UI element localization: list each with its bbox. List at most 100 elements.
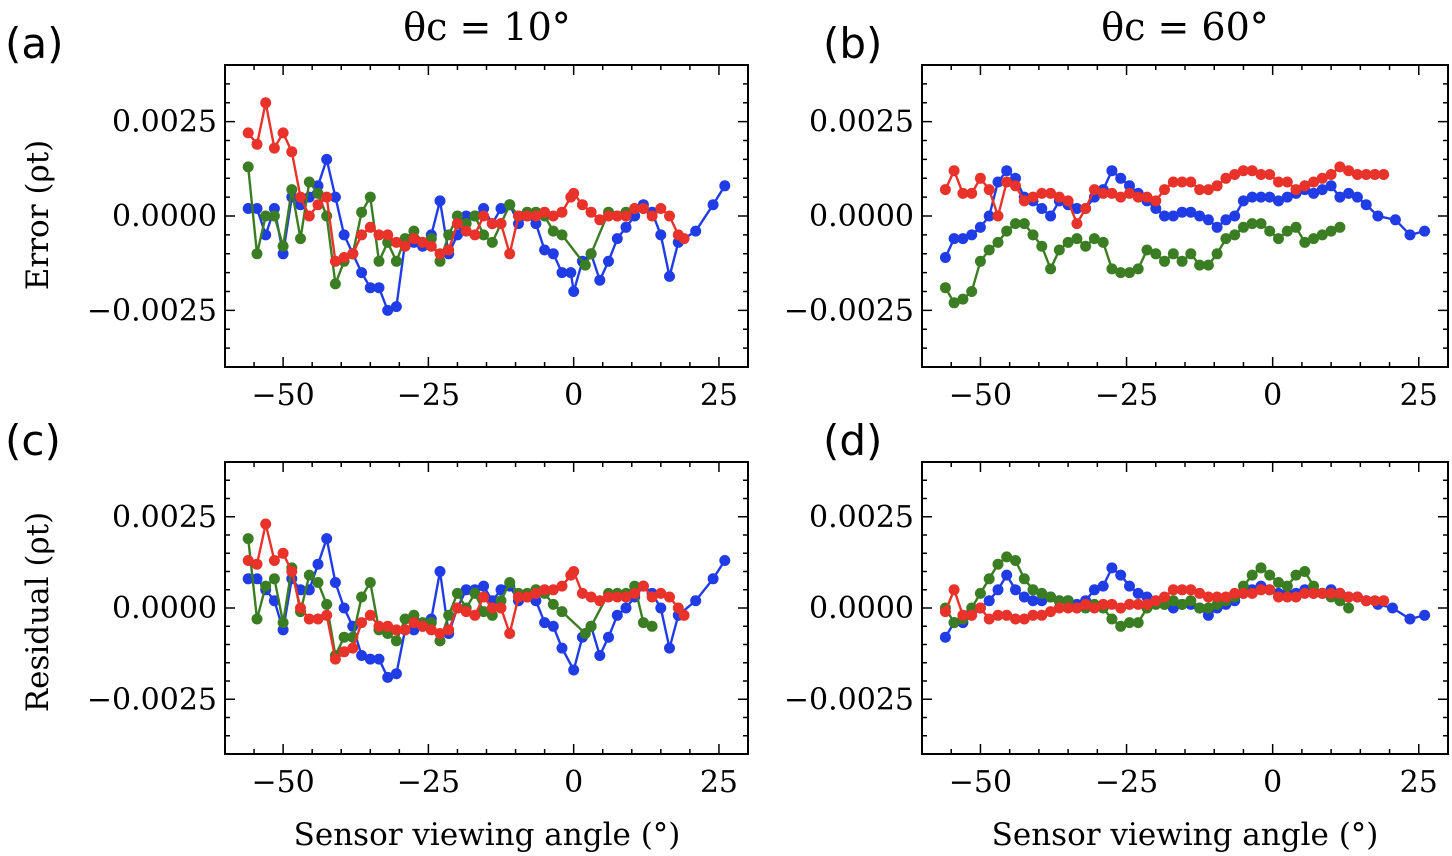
data-point-red bbox=[1378, 169, 1390, 180]
data-point-red bbox=[646, 591, 658, 603]
data-point-blue bbox=[565, 267, 577, 279]
data-point-red bbox=[603, 591, 614, 603]
x-tick-label: 0 bbox=[1263, 765, 1282, 800]
data-point-blue bbox=[1351, 191, 1363, 203]
data-point-red bbox=[504, 248, 516, 260]
data-point-red bbox=[1237, 587, 1249, 599]
data-point-green bbox=[1264, 569, 1276, 581]
data-point-blue bbox=[321, 533, 333, 545]
data-point-blue bbox=[1001, 569, 1013, 581]
data-point-red bbox=[513, 591, 524, 603]
data-point-red bbox=[338, 252, 350, 263]
data-point-red bbox=[321, 191, 333, 203]
data-point-red bbox=[1308, 587, 1320, 599]
data-point-blue bbox=[620, 602, 632, 614]
data-point-green bbox=[1264, 225, 1276, 237]
data-point-red bbox=[1308, 176, 1320, 188]
data-point-red bbox=[1132, 191, 1144, 203]
data-point-red bbox=[629, 203, 641, 214]
data-point-blue bbox=[1273, 195, 1284, 207]
data-point-green bbox=[451, 210, 463, 222]
data-point-green bbox=[260, 580, 272, 592]
data-point-green bbox=[992, 236, 1004, 248]
data-point-red bbox=[382, 229, 394, 241]
x-tick-label: −25 bbox=[397, 765, 460, 800]
data-point-blue bbox=[329, 577, 341, 588]
data-point-red bbox=[1220, 591, 1232, 603]
data-point-red bbox=[478, 591, 490, 603]
data-point-red bbox=[373, 620, 385, 632]
data-point-red bbox=[1220, 172, 1232, 184]
data-point-blue bbox=[1246, 191, 1258, 203]
data-point-blue bbox=[594, 274, 606, 286]
data-point-blue bbox=[992, 176, 1004, 188]
data-point-green bbox=[504, 199, 516, 211]
data-point-blue bbox=[664, 642, 675, 654]
data-point-red bbox=[1273, 591, 1284, 603]
data-point-green bbox=[268, 210, 280, 222]
data-point-red bbox=[1071, 218, 1083, 230]
data-point-green bbox=[1281, 580, 1293, 592]
y-tick-label: −0.0025 bbox=[784, 293, 914, 328]
data-point-red bbox=[1281, 591, 1293, 603]
data-point-blue bbox=[1419, 609, 1431, 621]
data-point-green bbox=[1141, 244, 1153, 256]
x-tick-label: −25 bbox=[1095, 378, 1158, 413]
data-point-red bbox=[1010, 180, 1021, 192]
data-point-red bbox=[1062, 195, 1074, 207]
data-point-blue bbox=[690, 225, 702, 237]
data-point-green bbox=[1115, 620, 1127, 632]
data-point-green bbox=[1018, 218, 1030, 230]
data-point-blue bbox=[530, 218, 542, 230]
data-point-blue bbox=[242, 573, 254, 585]
data-point-green bbox=[1255, 218, 1267, 230]
data-point-blue bbox=[556, 642, 568, 654]
data-point-green bbox=[547, 598, 559, 610]
data-point-blue bbox=[251, 573, 263, 585]
data-point-blue bbox=[390, 301, 402, 313]
data-point-green bbox=[303, 176, 315, 188]
data-point-red bbox=[1124, 187, 1135, 199]
data-point-blue bbox=[966, 229, 978, 241]
data-point-blue bbox=[1202, 214, 1214, 226]
data-point-green bbox=[312, 577, 324, 588]
data-point-red bbox=[1106, 187, 1118, 199]
data-point-blue bbox=[1001, 165, 1013, 177]
panel-1: −50 −25 0 25 0.0025 0.0000 −0.0025 bbox=[87, 64, 749, 413]
data-point-red bbox=[655, 203, 667, 214]
data-point-blue bbox=[1281, 191, 1293, 203]
data-point-blue bbox=[603, 255, 614, 267]
data-point-green bbox=[1334, 221, 1346, 233]
data-point-red bbox=[329, 653, 341, 665]
y-tick-label: 0.0025 bbox=[809, 500, 914, 535]
data-point-blue bbox=[277, 248, 289, 260]
data-point-blue bbox=[655, 602, 667, 614]
data-point-blue bbox=[321, 153, 333, 165]
data-point-blue bbox=[1387, 602, 1398, 614]
data-point-blue bbox=[1097, 580, 1109, 592]
data-point-green bbox=[547, 225, 559, 237]
data-point-green bbox=[364, 577, 376, 588]
data-point-green bbox=[373, 255, 385, 267]
data-point-green bbox=[390, 255, 402, 267]
data-point-blue bbox=[1018, 591, 1030, 603]
data-point-blue bbox=[948, 233, 960, 245]
data-point-blue bbox=[1220, 214, 1232, 226]
data-point-red bbox=[425, 624, 437, 636]
data-point-green bbox=[1325, 225, 1337, 237]
data-point-blue bbox=[251, 203, 263, 214]
row-label-error: Error (ρt) bbox=[20, 140, 56, 290]
data-point-red bbox=[260, 518, 272, 530]
data-point-red bbox=[434, 628, 446, 639]
data-point-green bbox=[1062, 236, 1074, 248]
data-point-green bbox=[1001, 225, 1013, 237]
data-point-green bbox=[242, 161, 254, 173]
data-point-red bbox=[1080, 203, 1092, 214]
data-point-red bbox=[1036, 187, 1048, 199]
x-tick-label: 25 bbox=[1400, 378, 1438, 413]
data-point-red bbox=[338, 646, 350, 658]
data-point-red bbox=[1264, 169, 1276, 180]
data-point-green bbox=[556, 229, 568, 241]
data-point-blue bbox=[664, 270, 675, 282]
data-point-blue bbox=[338, 602, 350, 614]
